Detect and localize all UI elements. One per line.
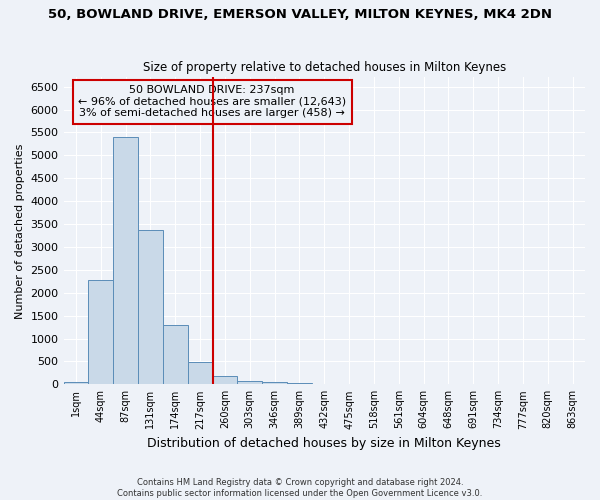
Bar (188, 362, 212, 384)
Bar (64, 382, 88, 384)
Y-axis label: Number of detached properties: Number of detached properties (15, 143, 25, 318)
Bar (138, 230, 163, 384)
Text: 50 BOWLAND DRIVE: 237sqm
← 96% of detached houses are smaller (12,643)
3% of sem: 50 BOWLAND DRIVE: 237sqm ← 96% of detach… (78, 85, 346, 118)
Bar (262, 382, 287, 384)
Text: Contains HM Land Registry data © Crown copyright and database right 2024.
Contai: Contains HM Land Registry data © Crown c… (118, 478, 482, 498)
Bar (212, 376, 238, 384)
X-axis label: Distribution of detached houses by size in Milton Keynes: Distribution of detached houses by size … (148, 437, 501, 450)
Text: 50, BOWLAND DRIVE, EMERSON VALLEY, MILTON KEYNES, MK4 2DN: 50, BOWLAND DRIVE, EMERSON VALLEY, MILTO… (48, 8, 552, 20)
Title: Size of property relative to detached houses in Milton Keynes: Size of property relative to detached ho… (143, 60, 506, 74)
Bar (287, 383, 312, 384)
Bar (163, 325, 188, 384)
Bar (238, 381, 262, 384)
Bar (113, 137, 138, 384)
Bar (88, 280, 113, 384)
